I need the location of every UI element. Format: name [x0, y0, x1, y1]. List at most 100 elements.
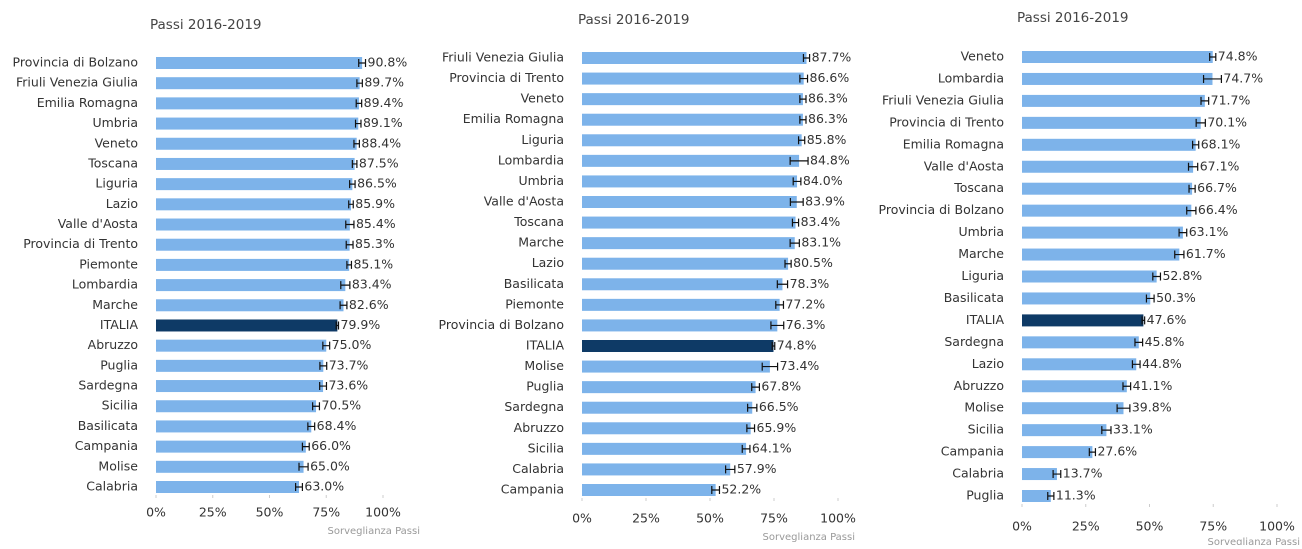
bar	[1022, 226, 1183, 239]
error-bar	[776, 280, 789, 289]
error-bar	[797, 136, 806, 145]
bar	[156, 157, 355, 170]
error-bar	[1145, 294, 1155, 303]
error-bar	[1195, 118, 1206, 127]
category-label: Provincia di Trento	[449, 70, 564, 85]
bar	[1022, 314, 1144, 327]
value-label: 89.7%	[364, 75, 404, 90]
category-label: Valle d'Aosta	[484, 194, 564, 209]
error-bar	[789, 156, 809, 165]
value-label: 70.1%	[1207, 114, 1247, 129]
category-label: Lazio	[106, 196, 138, 211]
category-label: Lombardia	[938, 70, 1004, 85]
bar	[582, 360, 770, 373]
bar	[156, 57, 363, 69]
value-label: 85.3%	[355, 236, 395, 251]
error-bar	[747, 403, 758, 412]
category-label: Friuli Venezia Giulia	[16, 75, 138, 90]
category-label: Friuli Venezia Giulia	[442, 50, 564, 65]
error-bar	[307, 422, 316, 431]
value-label: 87.5%	[359, 155, 399, 170]
error-bar	[346, 260, 353, 269]
value-label: 74.8%	[1218, 49, 1258, 64]
bar	[582, 340, 774, 352]
error-bar	[345, 220, 355, 229]
category-label: Sicilia	[528, 440, 564, 455]
bar	[156, 238, 350, 251]
bar	[1022, 182, 1193, 195]
error-bar	[339, 301, 348, 310]
bar	[582, 278, 783, 291]
error-bar	[1178, 228, 1188, 237]
error-bar	[771, 342, 776, 350]
category-label: Molise	[964, 400, 1004, 415]
error-bar	[761, 362, 779, 371]
bar	[156, 137, 357, 150]
value-label: 66.5%	[759, 399, 799, 414]
bar	[1022, 72, 1213, 85]
error-bar	[354, 119, 362, 128]
error-bar	[1101, 426, 1112, 435]
source: Sorveglianza Passi	[1208, 537, 1300, 545]
category-label: Abruzzo	[88, 337, 138, 352]
error-bar	[741, 444, 751, 453]
value-label: 65.0%	[310, 458, 350, 473]
category-label: Liguria	[521, 132, 564, 147]
value-label: 78.3%	[790, 276, 830, 291]
error-bar	[1141, 316, 1146, 325]
value-label: 86.3%	[808, 91, 848, 106]
value-label: 76.3%	[786, 317, 826, 332]
value-label: 79.9%	[341, 317, 381, 332]
bar	[582, 154, 800, 167]
bar	[582, 175, 798, 188]
error-bar	[1047, 492, 1055, 500]
category-label: ITALIA	[966, 312, 1005, 327]
bar	[1022, 116, 1201, 129]
category-label: Liguria	[95, 176, 138, 191]
bar	[156, 97, 359, 110]
value-label: 89.4%	[364, 95, 404, 110]
chart-title: Passi 2016-2019	[1017, 10, 1129, 26]
value-label: 73.4%	[780, 358, 820, 373]
bar	[582, 442, 747, 455]
bar	[582, 463, 731, 476]
category-label: Basilicata	[78, 418, 138, 433]
value-label: 82.6%	[349, 297, 389, 312]
value-label: 63.1%	[1189, 224, 1229, 239]
error-bar	[1131, 360, 1141, 369]
category-label: Basilicata	[944, 290, 1004, 305]
error-bar	[1187, 162, 1199, 171]
value-label: 65.9%	[757, 420, 797, 435]
value-label: 86.5%	[357, 176, 397, 191]
error-bar	[784, 259, 792, 268]
category-label: Lombardia	[72, 277, 138, 292]
error-bar	[1202, 74, 1223, 83]
value-label: 77.2%	[785, 296, 825, 311]
bar	[1022, 490, 1051, 502]
value-label: 83.4%	[801, 214, 841, 229]
error-bar	[1191, 140, 1200, 149]
value-label: 90.8%	[368, 55, 408, 70]
bar	[156, 258, 350, 271]
error-bar	[345, 240, 354, 249]
x-tick-label: 50%	[256, 505, 284, 520]
value-label: 87.7%	[812, 50, 852, 65]
value-label: 66.0%	[311, 438, 351, 453]
bar	[1022, 138, 1196, 151]
x-tick-label: 75%	[1199, 519, 1227, 534]
category-label: Lazio	[532, 255, 564, 270]
value-label: 85.9%	[355, 196, 395, 211]
error-bar	[746, 424, 756, 433]
value-label: 75.0%	[332, 337, 372, 352]
error-bar	[319, 361, 328, 370]
bar	[1022, 424, 1107, 437]
category-label: Puglia	[526, 379, 564, 394]
category-label: Valle d'Aosta	[58, 216, 138, 231]
value-label: 85.8%	[807, 132, 847, 147]
error-bar	[1188, 184, 1196, 193]
bar	[582, 401, 753, 414]
category-label: Liguria	[961, 268, 1004, 283]
category-label: Valle d'Aosta	[924, 158, 1004, 173]
error-bar	[295, 483, 304, 491]
error-bar	[301, 442, 310, 451]
